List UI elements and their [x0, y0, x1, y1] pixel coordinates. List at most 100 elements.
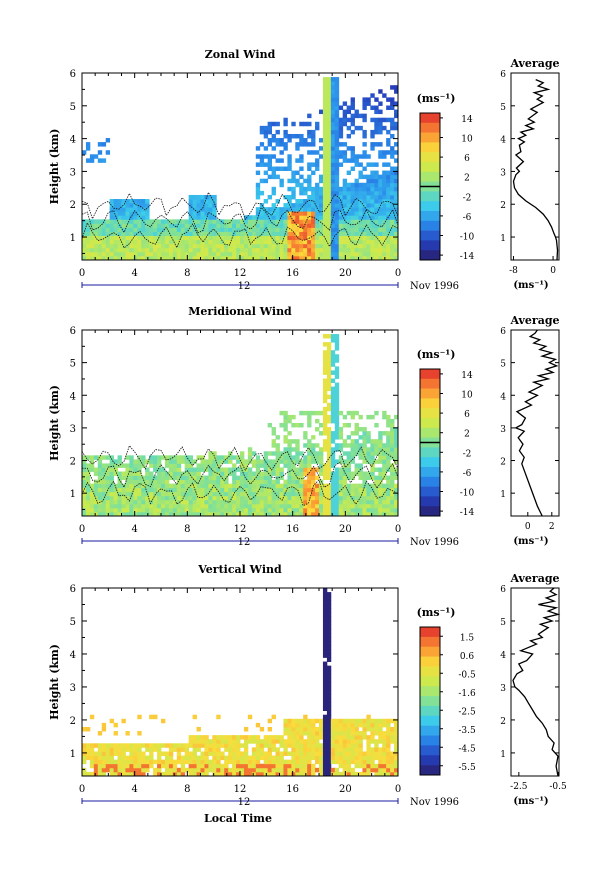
heatmap-cell	[334, 751, 340, 756]
heatmap-cell	[358, 471, 363, 476]
heatmap-cell	[303, 759, 308, 765]
heatmap-cell	[232, 251, 237, 257]
heatmap-cell	[137, 511, 142, 517]
heatmap-cell	[350, 451, 355, 456]
heatmap-cell	[161, 235, 166, 241]
heatmap-cell	[322, 763, 328, 769]
heatmap-cell	[263, 162, 269, 167]
heatmap-cell	[240, 227, 245, 232]
heatmap-cell	[378, 223, 383, 228]
heatmap-cell	[299, 223, 304, 228]
heatmap-cell	[184, 747, 190, 752]
x-tick-label: 0	[79, 524, 85, 535]
heatmap-cell	[204, 223, 209, 228]
heatmap-cell	[109, 763, 114, 769]
heatmap-cell	[346, 718, 351, 724]
heatmap-cell	[315, 767, 320, 773]
heatmap-cell	[315, 755, 320, 761]
heatmap-cell	[350, 243, 355, 249]
heatmap-cell	[350, 255, 355, 261]
heatmap-cell	[330, 459, 336, 464]
heatmap-cell	[307, 439, 312, 444]
heatmap-cell	[117, 239, 122, 245]
heatmap-cell	[394, 431, 399, 436]
heatmap-cell	[311, 211, 316, 216]
heatmap-cell	[322, 690, 328, 695]
heatmap-cell	[220, 735, 225, 740]
heatmap-cell	[129, 455, 134, 460]
heatmap-cell	[283, 423, 288, 428]
heatmap-cell	[129, 219, 134, 224]
heatmap-cell	[97, 507, 103, 513]
heatmap-cell	[93, 499, 99, 505]
heatmap-cell	[157, 751, 162, 756]
heatmap-cell	[382, 483, 387, 489]
heatmap-cell	[113, 763, 118, 769]
heatmap-cell	[394, 239, 399, 245]
heatmap-cell	[362, 251, 367, 257]
heatmap-cell	[394, 435, 399, 440]
heatmap-cell	[295, 231, 300, 237]
heatmap-cell	[240, 455, 245, 460]
heatmap-cell	[82, 747, 87, 752]
heatmap-cell	[267, 125, 272, 131]
heatmap-cell	[113, 499, 118, 505]
heatmap-cell	[370, 203, 375, 208]
heatmap-cell	[311, 479, 316, 485]
colorbar-swatch	[420, 676, 440, 687]
avg-y-tick-label: 2	[500, 201, 506, 211]
heatmap-cell	[374, 755, 379, 761]
heatmap-cell	[85, 747, 91, 752]
heatmap-cell	[354, 243, 359, 249]
heatmap-cell	[275, 255, 280, 261]
heatmap-cell	[93, 243, 99, 249]
heatmap-cell	[267, 499, 272, 505]
heatmap-cell	[338, 495, 344, 501]
heatmap-cell	[382, 174, 387, 180]
heatmap-cell	[145, 243, 150, 249]
heatmap-cell	[390, 154, 395, 159]
heatmap-cell	[224, 495, 229, 501]
heatmap-cell	[350, 507, 355, 513]
heatmap-cell	[362, 239, 367, 245]
heatmap-cell	[295, 227, 300, 232]
heatmap-cell	[180, 499, 186, 505]
heatmap-cell	[121, 199, 126, 204]
heatmap-cell	[188, 455, 193, 460]
heatmap-cell	[322, 203, 328, 208]
heatmap-cell	[378, 731, 383, 736]
heatmap-cell	[366, 97, 371, 102]
heatmap-cell	[390, 463, 395, 468]
heatmap-cell	[216, 755, 221, 761]
heatmap-cell	[350, 487, 355, 493]
heatmap-cell	[85, 158, 91, 163]
heatmap-cell	[247, 735, 253, 740]
heatmap-cell	[137, 499, 142, 505]
heatmap-cell	[299, 475, 304, 481]
heatmap-cell	[275, 158, 280, 163]
heatmap-cell	[247, 467, 253, 472]
heatmap-cell	[299, 247, 304, 253]
heatmap-cell	[283, 223, 288, 228]
heatmap-cell	[315, 499, 320, 505]
heatmap-cell	[204, 735, 209, 740]
heatmap-cell	[322, 370, 328, 375]
heatmap-cell	[82, 495, 87, 501]
heatmap-cell	[378, 194, 383, 200]
heatmap-cell	[354, 739, 359, 744]
panel-title: Vertical Wind	[197, 563, 282, 576]
heatmap-cell	[172, 767, 178, 773]
heatmap-cell	[382, 190, 387, 196]
heatmap-cell	[279, 158, 284, 163]
heatmap-cell	[358, 182, 363, 188]
heatmap-cell	[378, 491, 383, 497]
heatmap-cell	[346, 467, 351, 472]
heatmap-cell	[89, 227, 95, 232]
heatmap-cell	[386, 97, 391, 102]
heatmap-cell	[374, 109, 379, 115]
heatmap-cell	[311, 503, 316, 509]
heatmap-cell	[184, 499, 190, 505]
heatmap-cell	[255, 495, 261, 501]
heatmap-cell	[338, 199, 344, 204]
heatmap-cell	[212, 231, 217, 237]
